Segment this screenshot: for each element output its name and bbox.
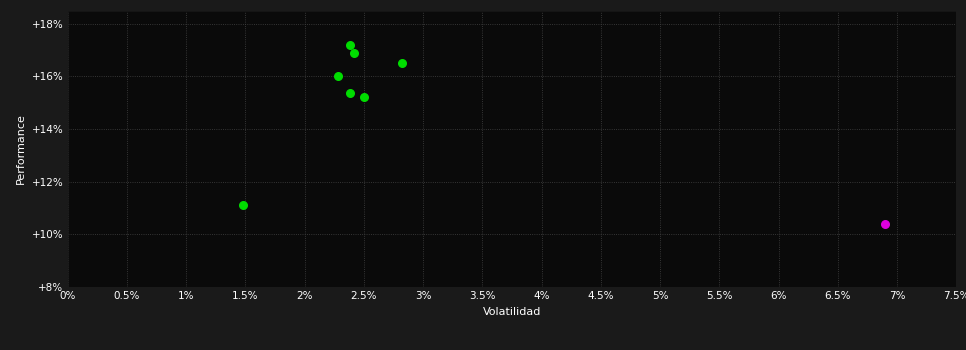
Point — [394, 60, 410, 66]
X-axis label: Volatilidad: Volatilidad — [483, 307, 541, 317]
Point — [342, 42, 357, 48]
Point — [877, 221, 893, 226]
Point — [236, 203, 251, 208]
Point — [330, 74, 346, 79]
Point — [342, 91, 357, 96]
Point — [347, 50, 362, 55]
Point — [356, 94, 372, 100]
Y-axis label: Performance: Performance — [16, 113, 26, 184]
